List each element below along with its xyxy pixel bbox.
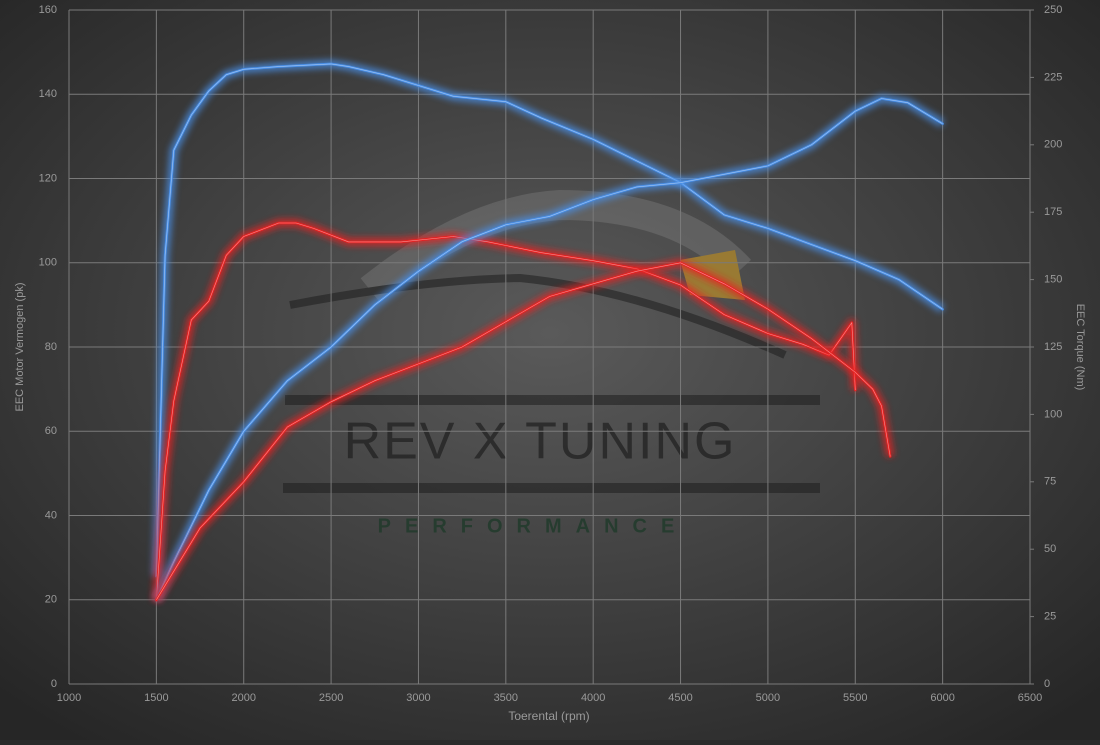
y2-axis-label: EEC Torque (Nm) <box>1074 304 1086 391</box>
y-tick-label: 20 <box>45 594 57 606</box>
y2-tick-label: 200 <box>1044 139 1062 151</box>
x-tick-label: 1000 <box>57 692 81 704</box>
y-axis-label: EEC Motor Vermogen (pk) <box>14 283 26 412</box>
x-tick-label: 2500 <box>319 692 343 704</box>
x-tick-label: 5500 <box>843 692 867 704</box>
y2-tick-label: 0 <box>1044 678 1050 690</box>
y-tick-label: 160 <box>39 4 57 16</box>
y2-tick-label: 125 <box>1044 341 1062 353</box>
y2-tick-label: 150 <box>1044 274 1062 286</box>
y2-tick-label: 50 <box>1044 543 1056 555</box>
y-tick-label: 60 <box>45 425 57 437</box>
y2-tick-label: 75 <box>1044 476 1056 488</box>
y2-tick-label: 25 <box>1044 611 1056 623</box>
watermark-subtitle: PERFORMANCE <box>378 515 689 537</box>
y2-tick-label: 225 <box>1044 71 1062 83</box>
x-tick-label: 2000 <box>231 692 255 704</box>
x-tick-label: 4500 <box>668 692 692 704</box>
y2-tick-label: 250 <box>1044 4 1062 16</box>
y-tick-label: 80 <box>45 341 57 353</box>
x-tick-label: 3000 <box>406 692 430 704</box>
x-tick-label: 6000 <box>930 692 954 704</box>
y2-tick-label: 100 <box>1044 408 1062 420</box>
line-core <box>156 98 943 600</box>
line-core <box>156 222 856 601</box>
y-tick-label: 0 <box>51 678 57 690</box>
x-axis-label: Toerental (rpm) <box>508 709 589 723</box>
line-core <box>156 63 943 577</box>
x-tick-label: 6500 <box>1018 692 1042 704</box>
line-core <box>156 262 891 600</box>
x-tick-label: 3500 <box>494 692 518 704</box>
y-tick-label: 40 <box>45 509 57 521</box>
x-tick-label: 5000 <box>756 692 780 704</box>
y-tick-label: 140 <box>39 88 57 100</box>
y2-tick-label: 175 <box>1044 206 1062 218</box>
y-tick-label: 100 <box>39 257 57 269</box>
y-tick-label: 120 <box>39 172 57 184</box>
watermark: REV X TUNING <box>344 413 737 471</box>
x-tick-label: 4000 <box>581 692 605 704</box>
x-tick-label: 1500 <box>144 692 168 704</box>
